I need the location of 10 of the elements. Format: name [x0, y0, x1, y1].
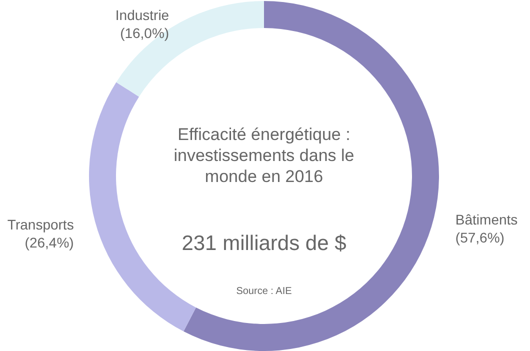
donut-slice: [116, 1, 264, 97]
slice-label: Industrie: [115, 7, 170, 23]
slice-label: Transports: [7, 216, 74, 232]
slice-label: Bâtiments: [455, 212, 518, 228]
text: 231 milliards de $: [182, 232, 347, 255]
data-label: (16,0%): [120, 25, 170, 41]
data-label: (26,4%): [24, 234, 74, 250]
source-note: Source : AIE: [236, 286, 292, 297]
data-label: (57,6%): [455, 230, 504, 246]
text: Efficacité énergétique : investissements dans le monde en 2016: [174, 125, 354, 186]
